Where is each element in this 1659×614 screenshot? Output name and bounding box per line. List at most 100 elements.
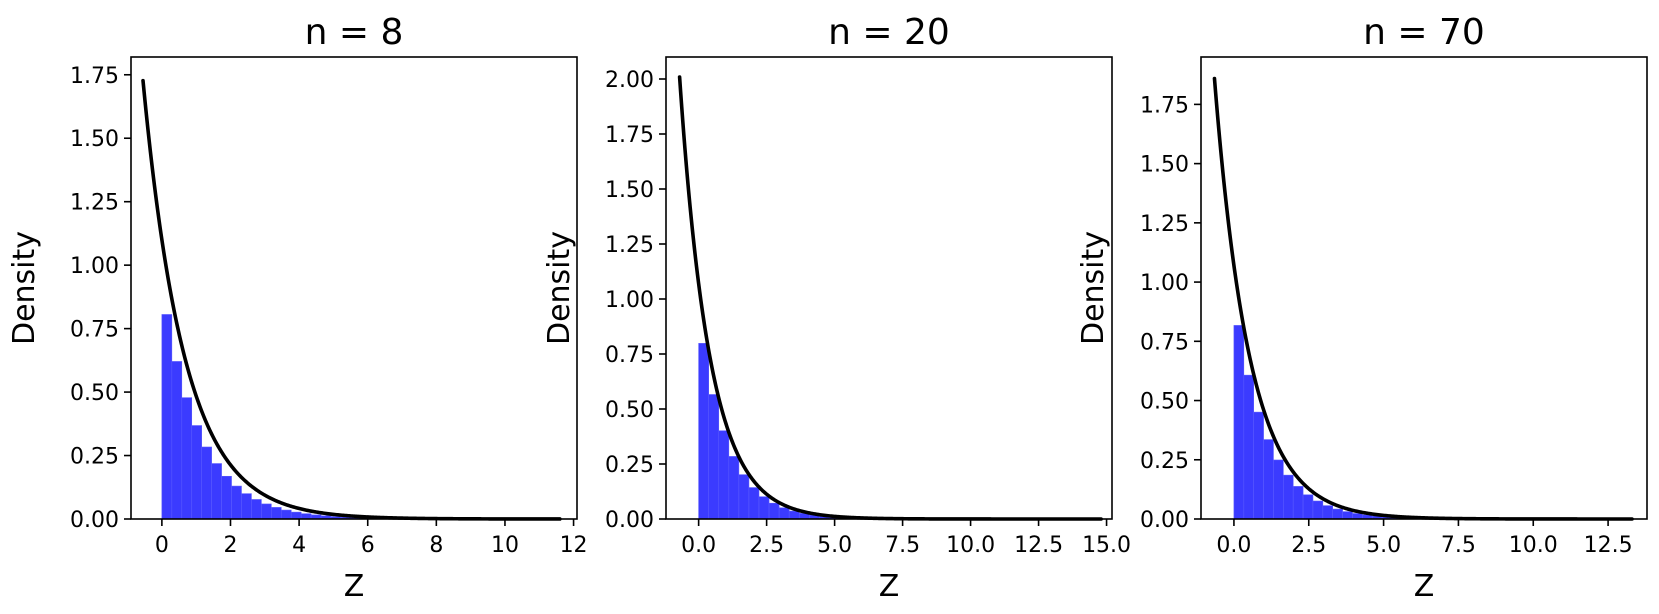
histogram-bar	[261, 503, 272, 520]
histogram-bar	[191, 425, 202, 520]
x-tick-label: 10.0	[1509, 533, 1558, 558]
histogram-bar	[1302, 494, 1314, 520]
histogram-bar	[181, 397, 193, 520]
x-tick-label: 10	[491, 533, 519, 558]
y-tick-label: 0.25	[1140, 449, 1189, 474]
histogram-bar	[788, 510, 800, 520]
x-tick-label: 12.5	[1584, 533, 1633, 558]
histogram-bar	[271, 507, 282, 520]
x-axis-label: Z	[344, 569, 365, 604]
panel-1: 0 2 4 6 8 10 12 0.00 0.25 0.50 0.75 1.00 1.25 1.50 1.7…	[7, 12, 588, 604]
histogram-bar	[241, 493, 252, 520]
histogram-bar	[1243, 374, 1254, 520]
x-tick-label: 12.5	[1014, 533, 1063, 558]
histogram-bar	[1322, 505, 1334, 520]
x-tick-label: 0.0	[681, 533, 716, 558]
x-tick-label: 15.0	[1082, 533, 1131, 558]
histogram-bar	[778, 507, 790, 520]
density-curve	[1212, 76, 1634, 521]
x-tick-label: 10.0	[946, 533, 995, 558]
y-axis-label: Density	[542, 231, 577, 345]
panel-2: 0.0 2.5 5.0 7.5 10.0 12.5 15.0 0.00 0.25 0.50 0.75…	[542, 12, 1131, 604]
histogram-bar	[718, 430, 730, 520]
x-tick-label: 12	[560, 533, 588, 558]
y-tick-label: 2.00	[605, 68, 654, 93]
y-tick-label: 1.25	[1140, 212, 1189, 237]
y-axis-label: Density	[1076, 231, 1111, 345]
y-tick-label: 1.00	[605, 288, 654, 313]
histogram-bar	[211, 463, 222, 520]
x-tick-label: 2.5	[749, 533, 784, 558]
histogram-bar	[1292, 486, 1304, 520]
y-axis-label: Density	[7, 231, 42, 345]
histogram-bar	[1312, 500, 1324, 520]
histogram-bar	[698, 343, 709, 520]
y-tick-label: 1.00	[1140, 271, 1189, 296]
y-tick-label: 0.50	[1140, 390, 1189, 415]
y-tick-label: 0.00	[605, 508, 654, 533]
histogram-bar	[201, 446, 212, 520]
histogram-bar	[1263, 439, 1274, 520]
x-tick-label: 6	[361, 533, 375, 558]
x-tick-label: 4	[292, 533, 306, 558]
histogram-bar	[1332, 508, 1343, 520]
y-tick-label: 0.25	[605, 453, 654, 478]
y-tick-label: 0.25	[70, 445, 119, 470]
x-tick-label: 2	[223, 533, 237, 558]
histogram-bar	[221, 475, 232, 520]
x-tick-label: 8	[429, 533, 443, 558]
histogram-bar	[738, 474, 750, 520]
plot-frame	[130, 56, 578, 520]
histogram-bar	[290, 511, 302, 520]
x-axis-label: Z	[1414, 569, 1435, 604]
x-tick-label: 5.0	[817, 533, 852, 558]
chart-title: n = 8	[305, 12, 404, 53]
plot-frame	[665, 56, 1113, 520]
chart-title: n = 70	[1363, 12, 1485, 53]
density-curve	[677, 75, 1103, 521]
histogram-bar	[1233, 325, 1245, 520]
histogram-bar	[1342, 511, 1353, 520]
histogram-bar	[708, 394, 720, 520]
x-tick-label: 5.0	[1366, 533, 1401, 558]
y-tick-label: 1.50	[1140, 153, 1189, 178]
histogram-bar	[758, 496, 770, 520]
histogram-bar	[280, 509, 292, 520]
histogram-bar	[231, 485, 242, 520]
y-tick-label: 0.00	[70, 508, 119, 533]
plot-frame	[1200, 56, 1648, 520]
y-tick-label: 1.75	[605, 123, 654, 148]
histogram-bar	[728, 456, 740, 520]
y-tick-label: 0.50	[605, 398, 654, 423]
y-tick-label: 0.75	[605, 343, 654, 368]
histogram-bar	[748, 487, 760, 520]
y-tick-label: 1.00	[70, 254, 119, 279]
histogram-bar	[1352, 513, 1363, 520]
y-tick-label: 1.75	[70, 64, 119, 89]
panel-3: 0.0 2.5 5.0 7.5 10.0 12.5 0.00 0.25 0.50 0.75 1.00…	[1076, 12, 1648, 604]
chart-title: n = 20	[828, 12, 950, 53]
histogram-bar	[768, 502, 780, 520]
y-tick-label: 0.75	[1140, 330, 1189, 355]
y-tick-label: 1.75	[1140, 93, 1189, 118]
histogram-bar	[251, 499, 262, 520]
x-tick-label: 7.5	[885, 533, 920, 558]
x-tick-label: 7.5	[1441, 533, 1476, 558]
histogram-bar	[171, 361, 183, 520]
y-tick-label: 1.50	[605, 178, 654, 203]
y-tick-label: 0.00	[1140, 508, 1189, 533]
histogram-bar	[1273, 459, 1284, 520]
x-tick-label: 0.0	[1216, 533, 1251, 558]
x-tick-label: 2.5	[1291, 533, 1326, 558]
y-tick-label: 1.25	[70, 191, 119, 216]
histogram-bar	[1253, 411, 1264, 520]
y-tick-label: 0.75	[70, 318, 119, 343]
x-axis-label: Z	[879, 569, 900, 604]
histogram-bar	[1283, 474, 1294, 520]
histogram-bars	[161, 314, 431, 520]
y-tick-label: 1.25	[605, 233, 654, 258]
histogram-bar	[161, 314, 173, 520]
y-tick-label: 0.50	[70, 381, 119, 406]
x-tick-label: 0	[155, 533, 169, 558]
